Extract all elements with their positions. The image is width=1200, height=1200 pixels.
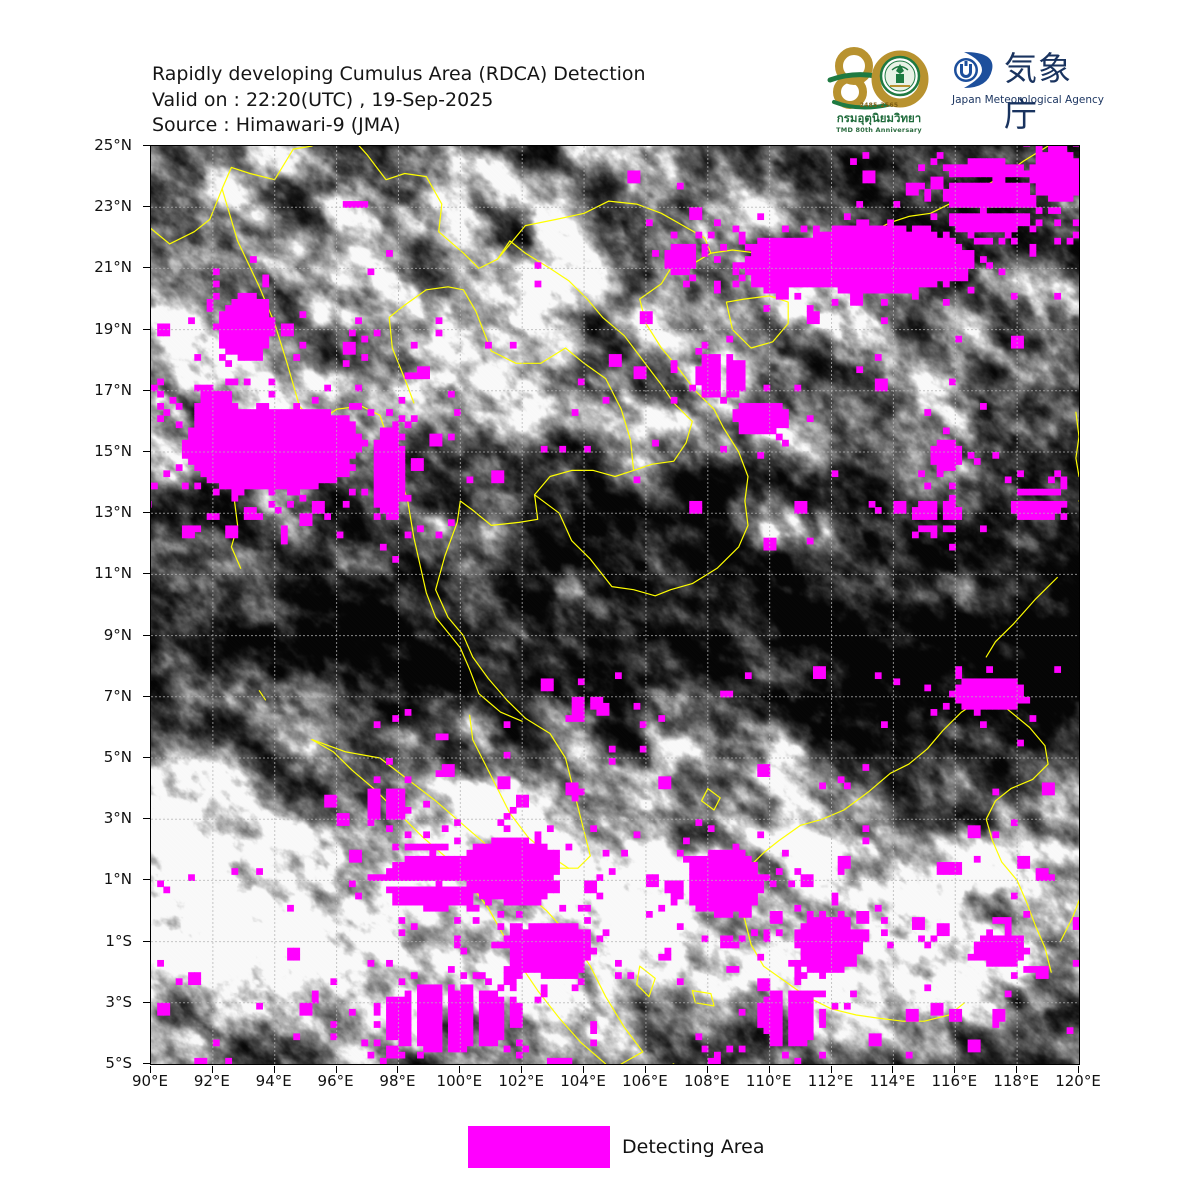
x-tick-label: 114°E: [869, 1072, 916, 1090]
y-tick-label: 15°N: [94, 442, 132, 460]
satellite-map-plot: [150, 145, 1080, 1065]
y-tick-mark: [143, 695, 150, 697]
rdca-detection-overlay: [151, 146, 1079, 1064]
y-tick-label: 21°N: [94, 258, 132, 277]
y-tick-label: 25°N: [94, 136, 132, 154]
x-tick-mark: [521, 1066, 523, 1073]
y-tick-mark: [143, 1001, 150, 1003]
tmd-logo: 2485-2565 กรมอุตุนิยมวิทยา TMD 80th Anni…: [820, 46, 938, 142]
y-tick-label: 1°S: [105, 931, 132, 950]
x-tick-mark: [768, 1066, 770, 1073]
valid-time-line: Valid on : 22:20(UTC) , 19-Sep-2025: [152, 88, 494, 111]
map-legend: Detecting Area: [0, 1118, 1200, 1178]
y-tick-mark: [143, 206, 150, 208]
x-tick-mark: [583, 1066, 585, 1073]
y-tick-mark: [143, 328, 150, 330]
x-tick-mark: [1016, 1066, 1018, 1073]
jma-logo: 気象庁 Japan Meteorological Agency: [952, 46, 1104, 134]
x-tick-label: 104°E: [560, 1072, 606, 1090]
y-tick-mark: [143, 451, 150, 452]
y-tick-label: 3°S: [105, 992, 132, 1011]
legend-label-detecting-area: Detecting Area: [622, 1136, 765, 1158]
y-tick-label: 13°N: [94, 503, 132, 522]
jma-kanji-label: 気象庁: [1004, 49, 1072, 134]
page-header: Rapidly developing Cumulus Area (RDCA) D…: [0, 0, 1200, 145]
y-tick-mark: [143, 389, 150, 391]
tmd-anniversary-label: TMD 80th Anniversary: [836, 126, 922, 134]
y-tick-mark: [143, 573, 150, 575]
x-tick-mark: [335, 1066, 337, 1073]
y-tick-mark: [143, 512, 150, 514]
logo-group: 2485-2565 กรมอุตุนิยมวิทยา TMD 80th Anni…: [820, 46, 1104, 142]
x-tick-label: 120°E: [1055, 1072, 1101, 1090]
x-tick-label: 110°E: [745, 1072, 792, 1090]
y-tick-label: 1°N: [103, 870, 132, 889]
x-tick-mark: [459, 1066, 461, 1073]
lat-lon-gridlines: [151, 146, 1079, 1064]
x-tick-label: 92°E: [193, 1072, 230, 1090]
x-tick-label: 106°E: [622, 1072, 668, 1090]
x-tick-mark: [273, 1066, 275, 1073]
y-tick-label: 9°N: [103, 625, 132, 644]
source-line: Source : Himawari-9 (JMA): [152, 114, 401, 136]
tmd-years-label: 2485-2565: [859, 102, 899, 109]
x-tick-mark: [150, 1066, 151, 1073]
x-tick-label: 90°E: [131, 1072, 169, 1090]
x-tick-mark: [1078, 1066, 1079, 1073]
x-tick-label: 118°E: [993, 1072, 1039, 1090]
y-tick-mark: [143, 1063, 150, 1064]
x-tick-label: 98°E: [379, 1072, 416, 1090]
x-tick-mark: [706, 1066, 708, 1073]
page-title: Rapidly developing Cumulus Area (RDCA) D…: [152, 63, 646, 85]
tmd-thai-name: กรมอุตุนิยมวิทยา: [836, 111, 922, 125]
x-tick-mark: [644, 1066, 646, 1073]
x-tick-label: 96°E: [317, 1072, 354, 1090]
x-tick-mark: [954, 1066, 956, 1073]
y-tick-label: 5°N: [103, 748, 132, 766]
x-tick-label: 102°E: [498, 1072, 544, 1090]
y-tick-mark: [143, 267, 150, 269]
x-tick-label: 116°E: [931, 1072, 978, 1090]
y-tick-label: 11°N: [94, 564, 132, 583]
y-tick-label: 19°N: [94, 319, 132, 338]
x-tick-label: 112°E: [807, 1072, 854, 1090]
legend-swatch-detecting-area: [468, 1126, 610, 1168]
y-tick-mark: [143, 634, 150, 636]
tmd-80-anniversary-icon: [827, 47, 929, 110]
x-tick-label: 100°E: [436, 1072, 483, 1090]
title-block: Rapidly developing Cumulus Area (RDCA) D…: [152, 62, 646, 139]
x-tick-mark: [397, 1066, 399, 1073]
x-tick-label: 94°E: [255, 1072, 292, 1090]
y-tick-mark: [143, 757, 150, 758]
y-tick-mark: [143, 145, 150, 146]
x-tick-mark: [892, 1066, 894, 1073]
y-tick-label: 3°N: [103, 809, 132, 828]
y-tick-mark: [143, 818, 150, 820]
x-tick-mark: [830, 1066, 832, 1073]
jma-english-label: Japan Meteorological Agency: [952, 94, 1104, 106]
y-tick-label: 7°N: [103, 686, 132, 705]
y-tick-mark: [143, 879, 150, 881]
x-tick-mark: [211, 1066, 213, 1073]
satellite-ir-imagery: [151, 146, 1079, 1064]
y-tick-label: 5°S: [105, 1054, 132, 1072]
jma-emblem-icon: [954, 52, 993, 88]
y-tick-mark: [143, 940, 150, 942]
x-tick-label: 108°E: [683, 1072, 730, 1090]
y-tick-label: 17°N: [94, 380, 132, 399]
y-tick-label: 23°N: [94, 197, 132, 216]
